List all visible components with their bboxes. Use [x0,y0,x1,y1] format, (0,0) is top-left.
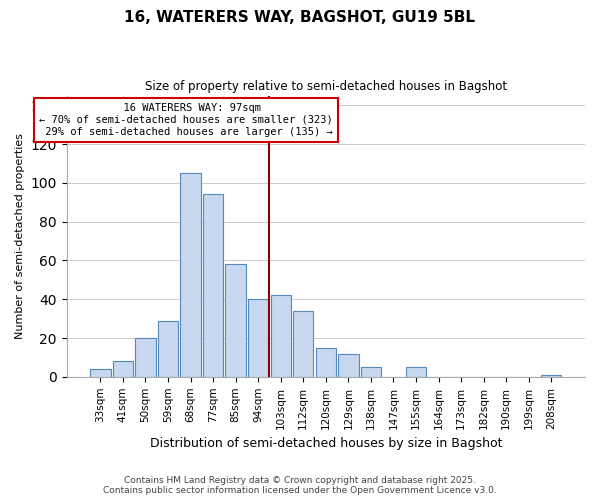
Y-axis label: Number of semi-detached properties: Number of semi-detached properties [15,133,25,339]
Bar [181,173,200,377]
Bar [541,375,562,377]
Text: 16 WATERERS WAY: 97sqm
← 70% of semi-detached houses are smaller (323)
 29% of s: 16 WATERERS WAY: 97sqm ← 70% of semi-det… [39,104,333,136]
Bar [293,311,313,377]
Bar [338,354,359,377]
X-axis label: Distribution of semi-detached houses by size in Bagshot: Distribution of semi-detached houses by … [149,437,502,450]
Bar [226,264,246,377]
Bar [248,299,268,377]
Bar [316,348,336,377]
Bar [136,338,155,377]
Bar [361,367,381,377]
Title: Size of property relative to semi-detached houses in Bagshot: Size of property relative to semi-detach… [145,80,507,93]
Text: Contains HM Land Registry data © Crown copyright and database right 2025.
Contai: Contains HM Land Registry data © Crown c… [103,476,497,495]
Bar [271,296,291,377]
Bar [90,369,110,377]
Bar [158,320,178,377]
Bar [113,362,133,377]
Text: 16, WATERERS WAY, BAGSHOT, GU19 5BL: 16, WATERERS WAY, BAGSHOT, GU19 5BL [125,10,476,25]
Bar [203,194,223,377]
Bar [406,367,426,377]
